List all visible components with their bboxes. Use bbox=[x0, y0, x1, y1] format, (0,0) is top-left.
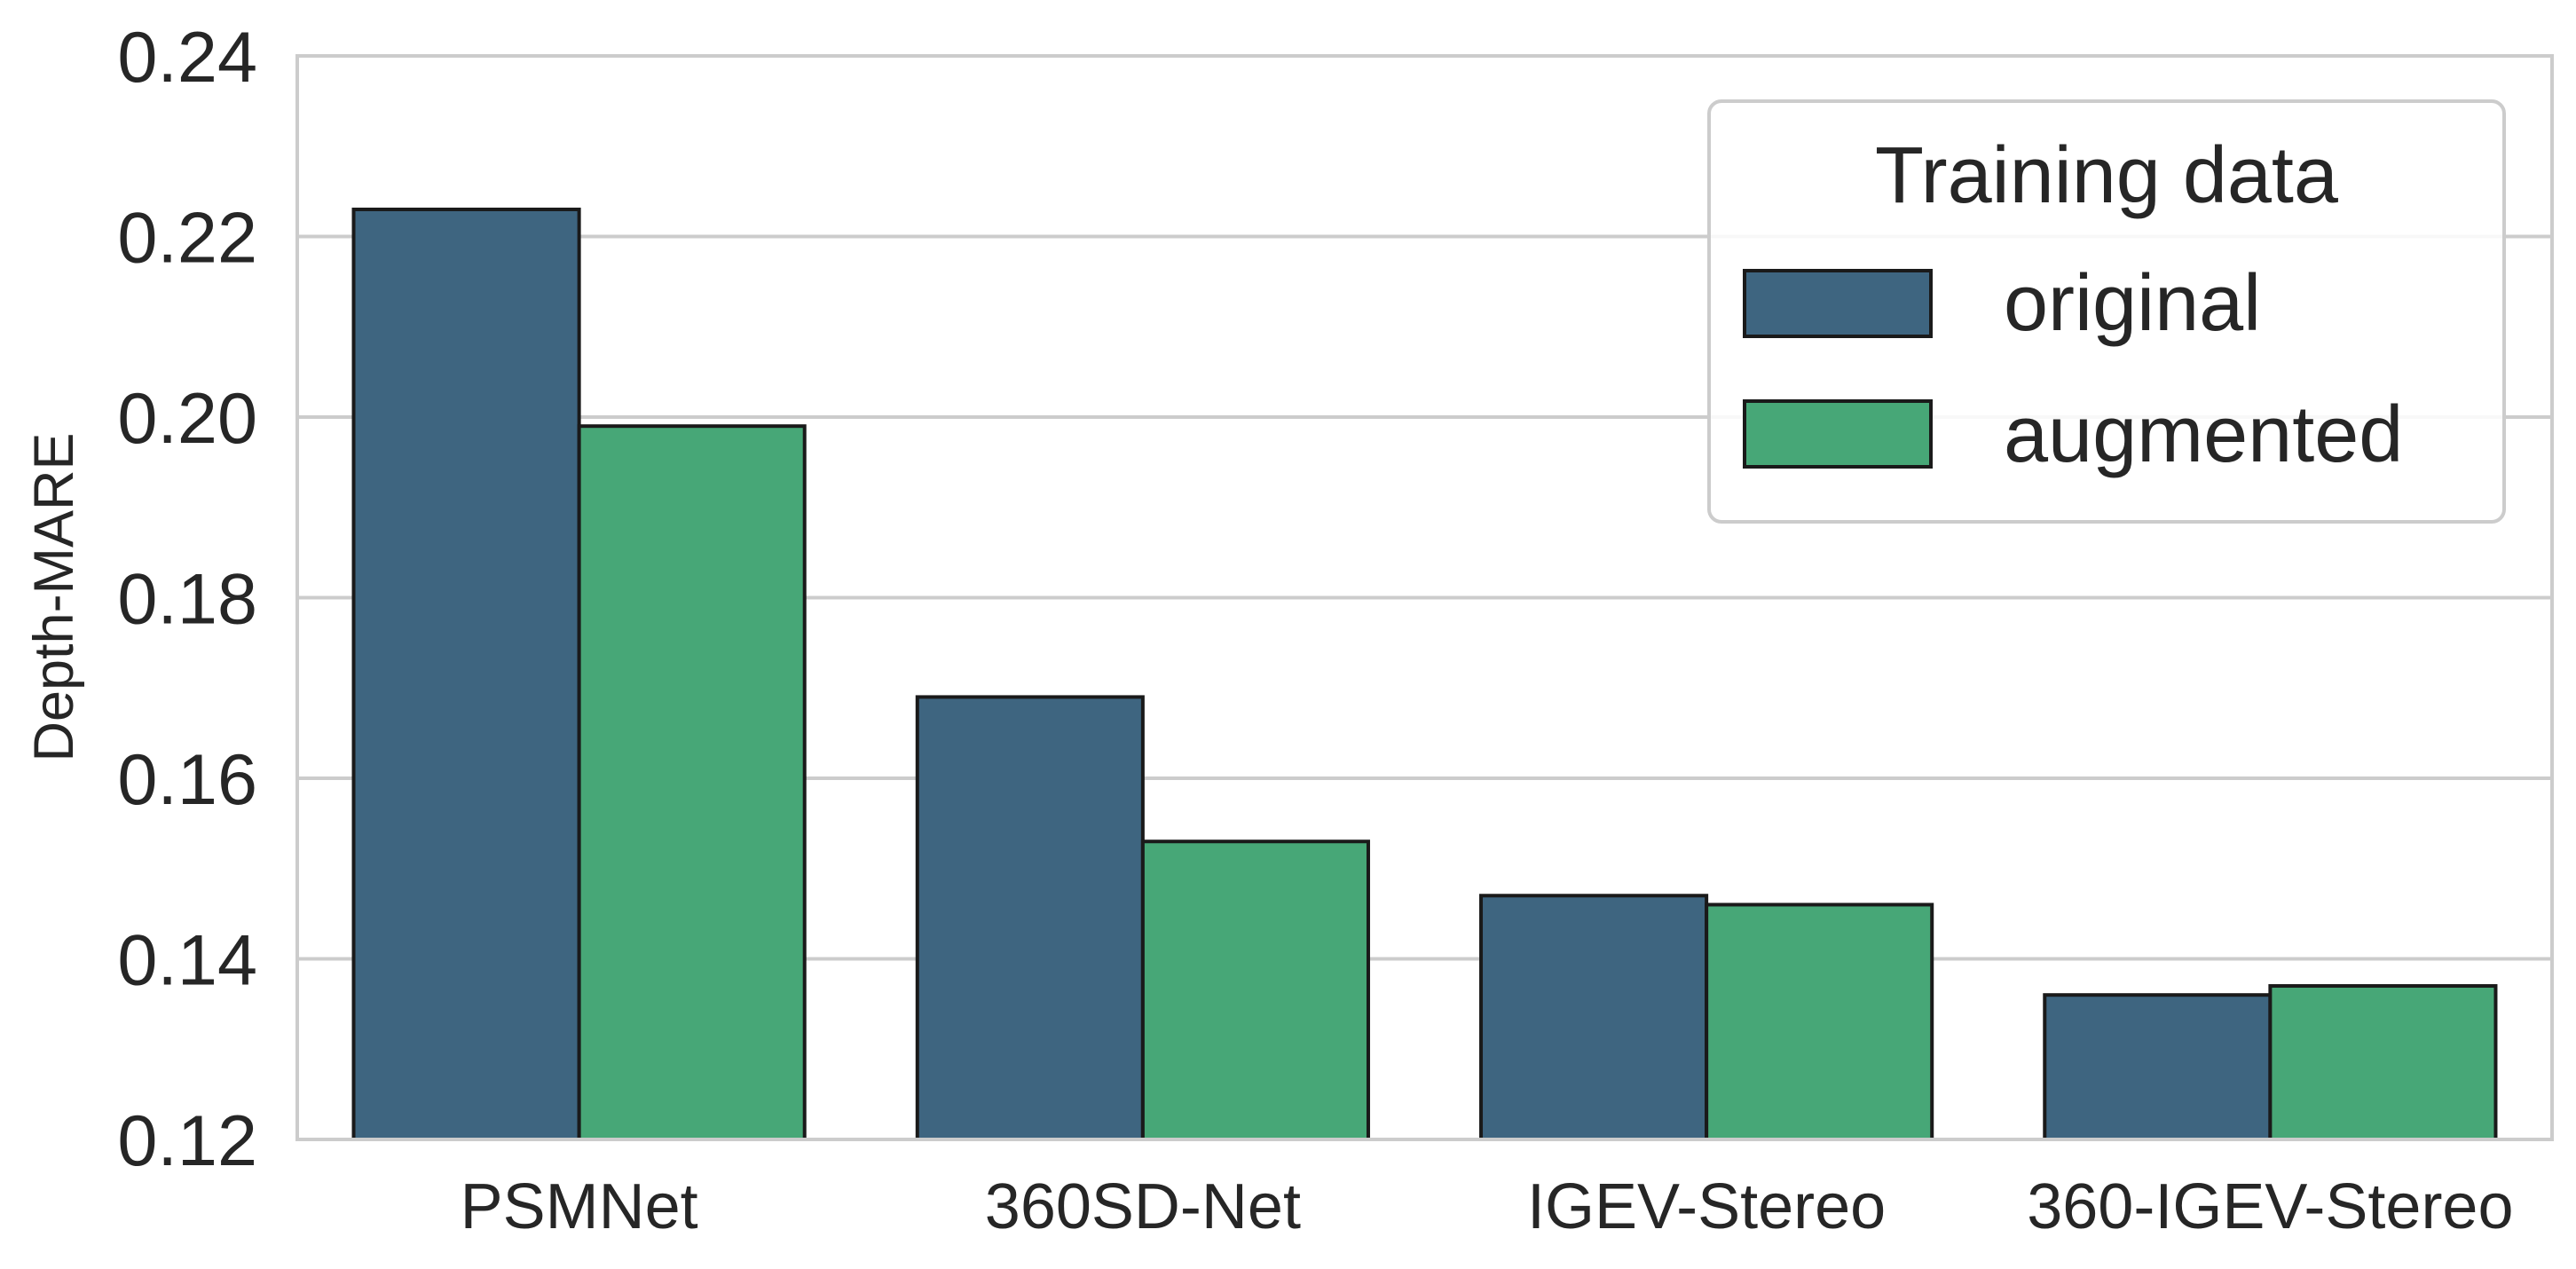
y-tick-label: 0.16 bbox=[117, 740, 257, 820]
x-tick-label: IGEV-Stereo bbox=[1527, 1171, 1886, 1242]
bars bbox=[351, 207, 2498, 1142]
y-tick-label: 0.18 bbox=[117, 560, 257, 640]
y-tick-label: 0.12 bbox=[117, 1101, 257, 1181]
bar-augmented-360SD-Net bbox=[1140, 839, 1370, 1141]
bar-original-360-IGEV-Stereo bbox=[2043, 993, 2273, 1141]
bar-augmented-PSMNet bbox=[577, 424, 807, 1141]
y-tick-label: 0.24 bbox=[117, 18, 257, 98]
x-tick-label: PSMNet bbox=[461, 1171, 698, 1242]
bar-augmented-IGEV-Stereo bbox=[1705, 902, 1934, 1141]
legend-label-augmented: augmented bbox=[2004, 390, 2403, 479]
legend-title: Training data bbox=[1875, 131, 2339, 220]
bar-original-PSMNet bbox=[351, 207, 581, 1142]
y-tick-label: 0.22 bbox=[117, 199, 257, 279]
bar-original-IGEV-Stereo bbox=[1479, 894, 1709, 1142]
bar-augmented-360-IGEV-Stereo bbox=[2268, 984, 2498, 1142]
bar-original-360SD-Net bbox=[915, 695, 1145, 1141]
x-tick-label: 360-IGEV-Stereo bbox=[2027, 1171, 2513, 1242]
legend-swatch-augmented bbox=[1743, 399, 1933, 469]
y-tick-label: 0.14 bbox=[117, 921, 257, 1001]
y-axis-label: Depth-MARE bbox=[23, 432, 85, 761]
x-tick-labels: PSMNet 360SD-Net IGEV-Stereo 360-IGEV-Stere… bbox=[461, 1171, 2514, 1242]
y-tick-label: 0.20 bbox=[117, 379, 257, 459]
legend-label-original: original bbox=[2004, 259, 2261, 348]
y-tick-labels: 0.12 0.14 0.16 0.18 0.20 0.22 0.24 bbox=[117, 18, 257, 1181]
plot-frame bbox=[295, 54, 2554, 1141]
legend-swatch-original bbox=[1743, 269, 1933, 338]
x-tick-label: 360SD-Net bbox=[985, 1171, 1301, 1242]
legend: Training data original augmented bbox=[1707, 99, 2506, 524]
